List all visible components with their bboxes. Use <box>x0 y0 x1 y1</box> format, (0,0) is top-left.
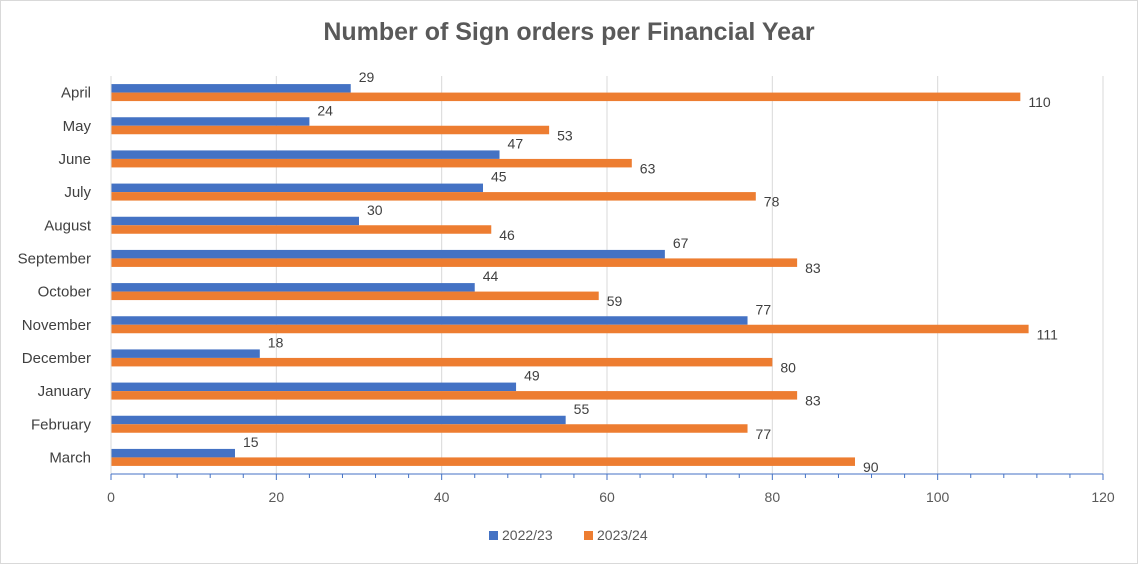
x-tick-label: 100 <box>926 489 950 505</box>
data-label: 49 <box>524 368 540 384</box>
x-tick-label: 60 <box>599 489 615 505</box>
bar <box>111 357 773 367</box>
category-label: July <box>64 184 91 201</box>
data-label: 53 <box>557 127 573 143</box>
bar <box>111 92 1021 102</box>
data-label: 77 <box>756 301 772 317</box>
category-label: March <box>49 449 91 466</box>
bar <box>111 324 1029 334</box>
legend: 2022/23 2023/24 <box>489 527 648 543</box>
data-label: 59 <box>607 293 623 309</box>
data-label: 45 <box>491 169 507 185</box>
data-label: 78 <box>764 194 780 210</box>
category-label: May <box>63 118 92 135</box>
data-label: 90 <box>863 459 879 475</box>
category-label: April <box>61 85 91 102</box>
data-label: 111 <box>1037 326 1058 342</box>
legend-swatch <box>584 531 593 540</box>
bar <box>111 183 483 193</box>
category-labels: April May June July August September October No… <box>18 85 92 467</box>
data-label: 67 <box>673 235 689 251</box>
data-label: 30 <box>367 202 383 218</box>
x-tick-label: 120 <box>1091 489 1115 505</box>
bar <box>111 448 235 458</box>
data-label: 44 <box>483 268 499 284</box>
x-tick-label: 80 <box>765 489 781 505</box>
category-label: October <box>38 284 91 301</box>
x-tick-label: 20 <box>269 489 285 505</box>
category-label: December <box>22 350 91 367</box>
data-label: 15 <box>243 434 259 450</box>
bar <box>111 249 665 259</box>
bar <box>111 225 492 234</box>
data-label: 24 <box>317 102 333 118</box>
data-labels: 29 110 24 53 47 63 45 78 30 46 67 83 44 59 77 111 18 80 49… <box>243 69 1058 475</box>
bar <box>111 424 748 433</box>
data-label: 46 <box>499 227 515 243</box>
data-label: 83 <box>805 393 821 409</box>
bar <box>111 391 798 400</box>
data-label: 83 <box>805 260 821 276</box>
data-label: 55 <box>574 401 590 417</box>
bar <box>111 84 351 93</box>
bar <box>111 316 748 325</box>
data-label: 77 <box>756 426 772 442</box>
bar <box>111 117 310 126</box>
data-label: 18 <box>268 334 284 350</box>
bars <box>111 84 1029 466</box>
bar <box>111 291 599 301</box>
bar <box>111 283 475 292</box>
data-label: 29 <box>359 69 375 85</box>
x-tick-label: 40 <box>434 489 450 505</box>
category-label: November <box>22 317 91 334</box>
bar <box>111 216 359 226</box>
x-tick-label: 0 <box>107 489 115 505</box>
chart-title: Number of Sign orders per Financial Year <box>323 18 815 46</box>
category-label: August <box>44 217 92 234</box>
bar <box>111 415 566 425</box>
bar <box>111 125 550 135</box>
category-label: January <box>38 383 92 400</box>
bar <box>111 158 632 168</box>
bar <box>111 382 517 392</box>
category-label: June <box>58 151 91 168</box>
data-label: 80 <box>780 359 796 375</box>
data-label: 63 <box>640 160 656 176</box>
data-label: 110 <box>1028 94 1051 110</box>
bar <box>111 457 855 466</box>
bar <box>111 349 260 358</box>
legend-swatch <box>489 531 498 540</box>
legend-label: 2022/23 <box>502 527 553 543</box>
category-label: February <box>31 416 92 433</box>
legend-label: 2023/24 <box>597 527 648 543</box>
bar <box>111 258 798 267</box>
bar <box>111 192 756 201</box>
x-axis <box>110 76 1104 480</box>
bar <box>111 150 500 159</box>
tick-labels: 0 20 40 60 80 100 120 <box>107 489 1115 505</box>
data-label: 47 <box>508 135 524 151</box>
category-label: September <box>18 250 91 267</box>
gridlines <box>275 76 1104 474</box>
